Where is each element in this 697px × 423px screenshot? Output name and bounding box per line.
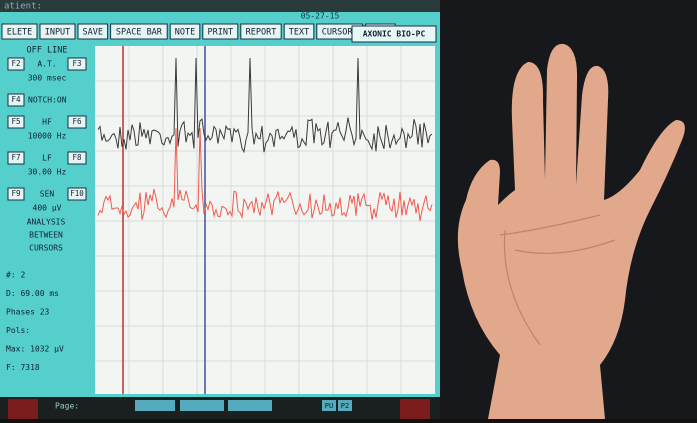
- measure-line: Max: 1032 µV: [6, 345, 64, 354]
- function-key-label: F3: [72, 59, 81, 68]
- nav-arrows: [180, 400, 224, 411]
- param-label: SEN: [40, 190, 55, 199]
- footer-key-right: [400, 399, 430, 419]
- measure-line: F: 7318: [6, 363, 40, 372]
- toolbar-button-label: TEXT: [289, 28, 309, 38]
- scene: atient: ELETE INPUT SAVE SPACE BAR NOTE PRINT…: [0, 0, 697, 419]
- param-value: 300 msec: [28, 74, 67, 83]
- function-key-label: F10: [70, 189, 84, 198]
- patient-label: atient:: [4, 2, 42, 12]
- brand: AXONIC BIO-PC: [363, 30, 426, 39]
- param-label: LF: [42, 154, 52, 163]
- footer-button-label: P2: [341, 402, 349, 410]
- footer-button-label: PU: [325, 402, 333, 410]
- function-key-label: F8: [72, 153, 82, 162]
- param-label: A.T.: [37, 60, 56, 69]
- toolbar-button-label: NOTE: [175, 28, 195, 38]
- toolbar-button-label: PRINT: [208, 28, 234, 38]
- toolbar-button-label: INPUT: [45, 28, 71, 38]
- function-key-label: F2: [11, 59, 20, 68]
- toolbar-button-label: SAVE: [83, 28, 103, 38]
- param-value: 400 µV: [33, 204, 62, 213]
- toolbar-button-label: SPACE BAR: [116, 28, 163, 38]
- page-label: Page:: [55, 402, 79, 411]
- nav-arrows: [135, 400, 175, 411]
- toolbar-button-label: REPORT: [246, 28, 277, 38]
- mode-label: OFF LINE: [27, 46, 68, 56]
- function-key-label: F7: [11, 153, 20, 162]
- function-key-label: F5: [11, 117, 20, 126]
- measure-line: Phases 23: [6, 308, 50, 317]
- function-key-label: F6: [72, 117, 82, 126]
- analysis-label: ANALYSIS: [27, 218, 66, 227]
- param-label: HF: [42, 118, 52, 127]
- function-key-label: F9: [11, 189, 20, 198]
- analysis-label: BETWEEN: [29, 231, 63, 240]
- nav-pages: [228, 400, 272, 411]
- function-key-label: F4: [11, 95, 21, 104]
- nav-buttons: [135, 400, 272, 411]
- toolbar: ELETE INPUT SAVE SPACE BAR NOTE PRINT REPORT TE…: [2, 24, 395, 39]
- measure-line: #: 2: [6, 271, 25, 280]
- param-value: 10000 Hz: [28, 132, 67, 141]
- param-value: 30.00 Hz: [28, 168, 67, 177]
- toolbar-button-label: ELETE: [7, 28, 33, 38]
- measure-line: D: 69.00 ms: [6, 289, 59, 298]
- analysis-label: CURSORS: [29, 244, 63, 253]
- param-label: NOTCH:ON: [28, 96, 67, 105]
- measure-line: Pols:: [6, 326, 30, 335]
- footer-key-left: [8, 399, 38, 419]
- date: 05-27-15: [301, 12, 340, 21]
